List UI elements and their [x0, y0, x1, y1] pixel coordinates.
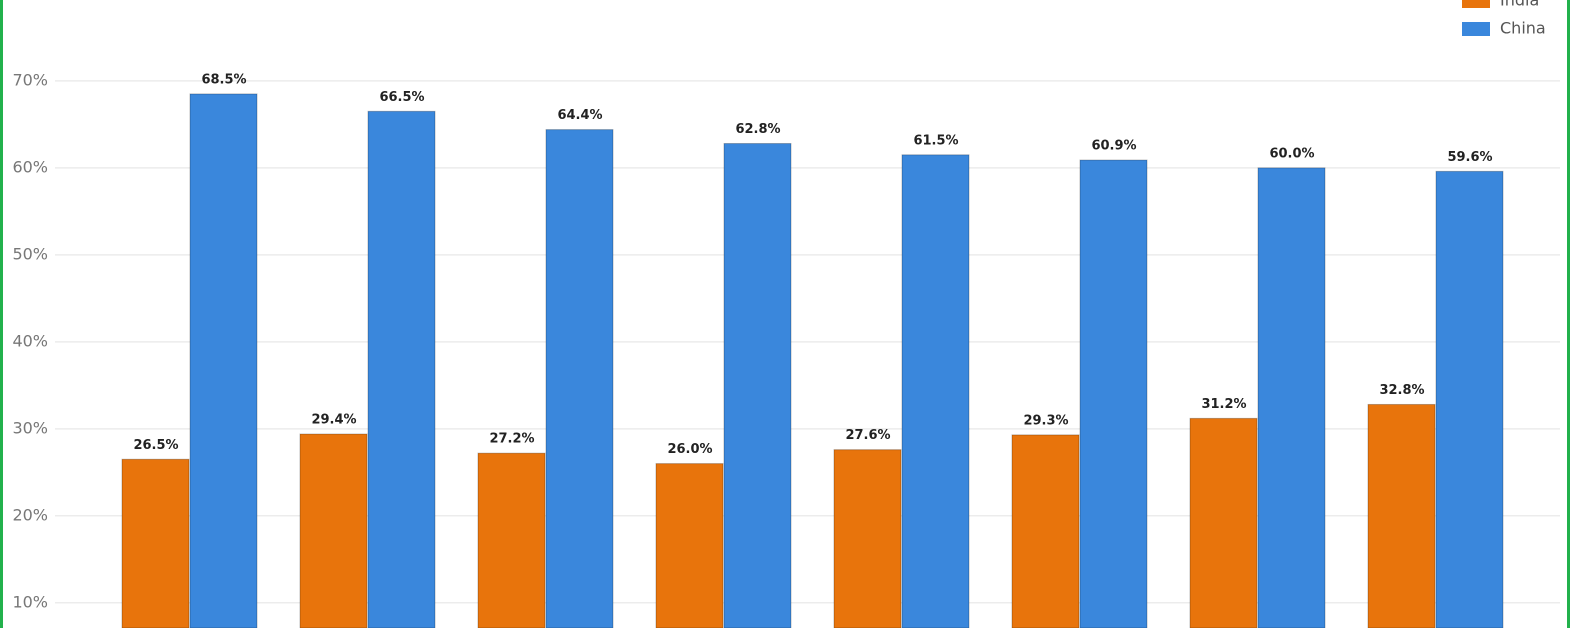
- value-label: 68.5%: [201, 72, 246, 87]
- y-tick-label: 60%: [12, 157, 48, 176]
- value-label: 32.8%: [1379, 383, 1424, 398]
- legend-swatch: [1462, 0, 1490, 8]
- value-label: 26.0%: [667, 442, 712, 457]
- legend-swatch: [1462, 22, 1490, 36]
- y-tick-label: 70%: [12, 70, 48, 89]
- y-tick-label: 40%: [12, 331, 48, 350]
- bar: [833, 449, 902, 628]
- bar: [1367, 403, 1436, 628]
- bar: [299, 433, 368, 628]
- bar: [723, 143, 792, 628]
- value-label: 26.5%: [133, 438, 178, 453]
- value-label: 61.5%: [913, 133, 958, 148]
- legend-label: China: [1500, 19, 1546, 38]
- value-label: 27.2%: [489, 432, 534, 447]
- value-label: 60.0%: [1269, 146, 1314, 161]
- value-label: 60.9%: [1091, 139, 1136, 154]
- bar: [121, 458, 190, 628]
- bar: [1079, 159, 1148, 628]
- bar: [1435, 170, 1504, 628]
- y-tick-label: 50%: [12, 244, 48, 263]
- y-tick-label: 10%: [12, 592, 48, 611]
- bar: [367, 110, 436, 628]
- value-label: 62.8%: [735, 122, 780, 137]
- value-label: 29.3%: [1023, 413, 1068, 428]
- bar: [1011, 434, 1080, 628]
- bar: [545, 129, 614, 628]
- legend-label: India: [1500, 0, 1539, 10]
- bar: [655, 463, 724, 628]
- value-label: 59.6%: [1447, 150, 1492, 165]
- value-label: 31.2%: [1201, 397, 1246, 412]
- value-label: 64.4%: [557, 108, 602, 123]
- bar: [1189, 417, 1258, 628]
- value-label: 27.6%: [845, 428, 890, 443]
- value-label: 66.5%: [379, 90, 424, 105]
- bar: [189, 93, 258, 628]
- bar: [1257, 167, 1326, 628]
- y-tick-label: 30%: [12, 418, 48, 437]
- bar: [477, 452, 546, 628]
- y-tick-label: 20%: [12, 505, 48, 524]
- bar: [901, 154, 970, 628]
- value-label: 29.4%: [311, 413, 356, 428]
